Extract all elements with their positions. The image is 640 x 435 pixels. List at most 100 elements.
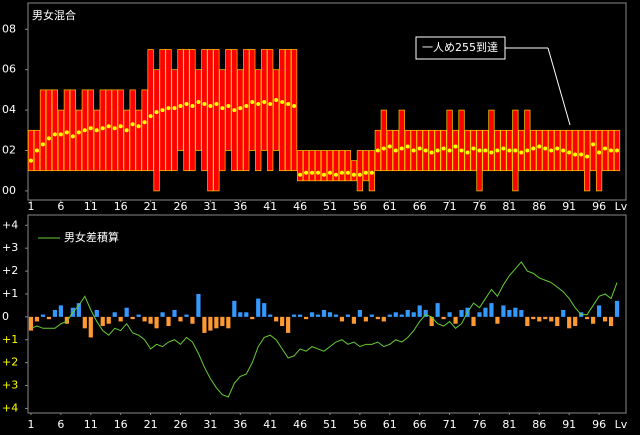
bar bbox=[190, 316, 195, 324]
bar bbox=[238, 312, 243, 317]
x-tick-label: 1 bbox=[27, 418, 34, 431]
range-bar bbox=[273, 69, 280, 151]
y-tick-label: 00 bbox=[2, 184, 16, 197]
bar bbox=[447, 312, 452, 317]
dot bbox=[471, 146, 476, 151]
dot bbox=[483, 148, 488, 153]
dot bbox=[363, 170, 368, 175]
bar bbox=[118, 316, 123, 322]
dot bbox=[537, 144, 542, 149]
dot bbox=[585, 154, 590, 159]
bar bbox=[226, 316, 231, 329]
range-bar bbox=[135, 109, 142, 172]
bar bbox=[441, 316, 446, 320]
range-bar bbox=[45, 89, 53, 172]
x-tick-label: 21 bbox=[144, 418, 158, 431]
dot bbox=[52, 132, 57, 137]
bar bbox=[483, 307, 488, 317]
bar bbox=[333, 314, 339, 317]
y-tick-label: 06 bbox=[2, 63, 16, 76]
dot bbox=[603, 146, 608, 151]
bar bbox=[112, 312, 117, 317]
dot bbox=[292, 104, 297, 109]
bar bbox=[393, 312, 398, 317]
dot bbox=[130, 122, 135, 127]
x-tick-label: 46 bbox=[293, 200, 307, 213]
x-tick-label: 6 bbox=[57, 418, 64, 431]
bar bbox=[591, 316, 596, 324]
x-axis-label: Lv bbox=[615, 200, 628, 213]
x-tick-label: 26 bbox=[173, 418, 187, 431]
range-bar bbox=[386, 129, 393, 172]
range-bar bbox=[291, 49, 298, 172]
range-bar bbox=[213, 49, 220, 192]
x-tick-label: 86 bbox=[532, 200, 546, 213]
dot bbox=[166, 106, 171, 111]
bar bbox=[88, 316, 93, 338]
bar bbox=[202, 316, 207, 333]
bar bbox=[160, 312, 165, 317]
dot bbox=[555, 146, 560, 151]
range-bar bbox=[27, 129, 35, 172]
bar bbox=[501, 305, 506, 317]
y-tick-label: +4 bbox=[2, 401, 18, 414]
dot bbox=[381, 146, 386, 151]
dot bbox=[573, 152, 578, 157]
bar bbox=[214, 316, 219, 329]
dot bbox=[351, 172, 356, 177]
dot bbox=[369, 170, 374, 175]
range-bar bbox=[464, 129, 471, 172]
bar bbox=[345, 314, 351, 317]
bar bbox=[608, 316, 614, 327]
x-tick-label: 6 bbox=[57, 200, 64, 213]
range-bar bbox=[207, 49, 214, 192]
dot bbox=[94, 128, 99, 133]
bar bbox=[303, 316, 309, 320]
dot bbox=[160, 108, 165, 113]
dot bbox=[190, 104, 195, 109]
range-bar bbox=[542, 129, 549, 172]
bar bbox=[286, 316, 291, 333]
x-axis-label: Lv bbox=[615, 418, 628, 431]
y-tick-label: +4 bbox=[2, 218, 18, 231]
range-bar bbox=[57, 109, 64, 172]
range-bar bbox=[404, 129, 411, 172]
bar bbox=[614, 300, 620, 317]
range-bar bbox=[314, 150, 322, 182]
bar bbox=[130, 316, 135, 320]
x-tick-label: 11 bbox=[84, 418, 98, 431]
range-bar bbox=[595, 129, 603, 192]
bottom-panel bbox=[27, 214, 627, 414]
dot bbox=[507, 148, 512, 153]
range-bar bbox=[195, 69, 202, 151]
y-tick-label: 02 bbox=[2, 143, 16, 156]
bar bbox=[100, 316, 105, 327]
y-tick-label: +2 bbox=[2, 356, 18, 369]
range-bar bbox=[129, 89, 136, 172]
dot bbox=[615, 148, 620, 153]
bar bbox=[459, 309, 464, 317]
dot bbox=[316, 170, 321, 175]
x-tick-label: 1 bbox=[27, 200, 34, 213]
bar bbox=[40, 314, 46, 317]
range-bar bbox=[590, 129, 597, 172]
dot bbox=[304, 170, 309, 175]
x-tick-label: 56 bbox=[353, 200, 367, 213]
dot bbox=[142, 120, 147, 125]
range-bar bbox=[141, 89, 148, 172]
range-bar bbox=[296, 150, 304, 182]
dot bbox=[357, 172, 362, 177]
dot bbox=[567, 150, 572, 155]
dot bbox=[250, 100, 255, 105]
dot bbox=[154, 110, 159, 115]
dot bbox=[136, 124, 141, 129]
range-bar bbox=[572, 129, 579, 172]
bar bbox=[429, 316, 434, 327]
dot bbox=[286, 102, 291, 107]
range-bar bbox=[524, 109, 531, 172]
range-bar bbox=[362, 150, 369, 182]
bar bbox=[196, 293, 201, 317]
range-bar bbox=[458, 109, 465, 172]
dot bbox=[447, 148, 452, 153]
dot bbox=[393, 148, 398, 153]
